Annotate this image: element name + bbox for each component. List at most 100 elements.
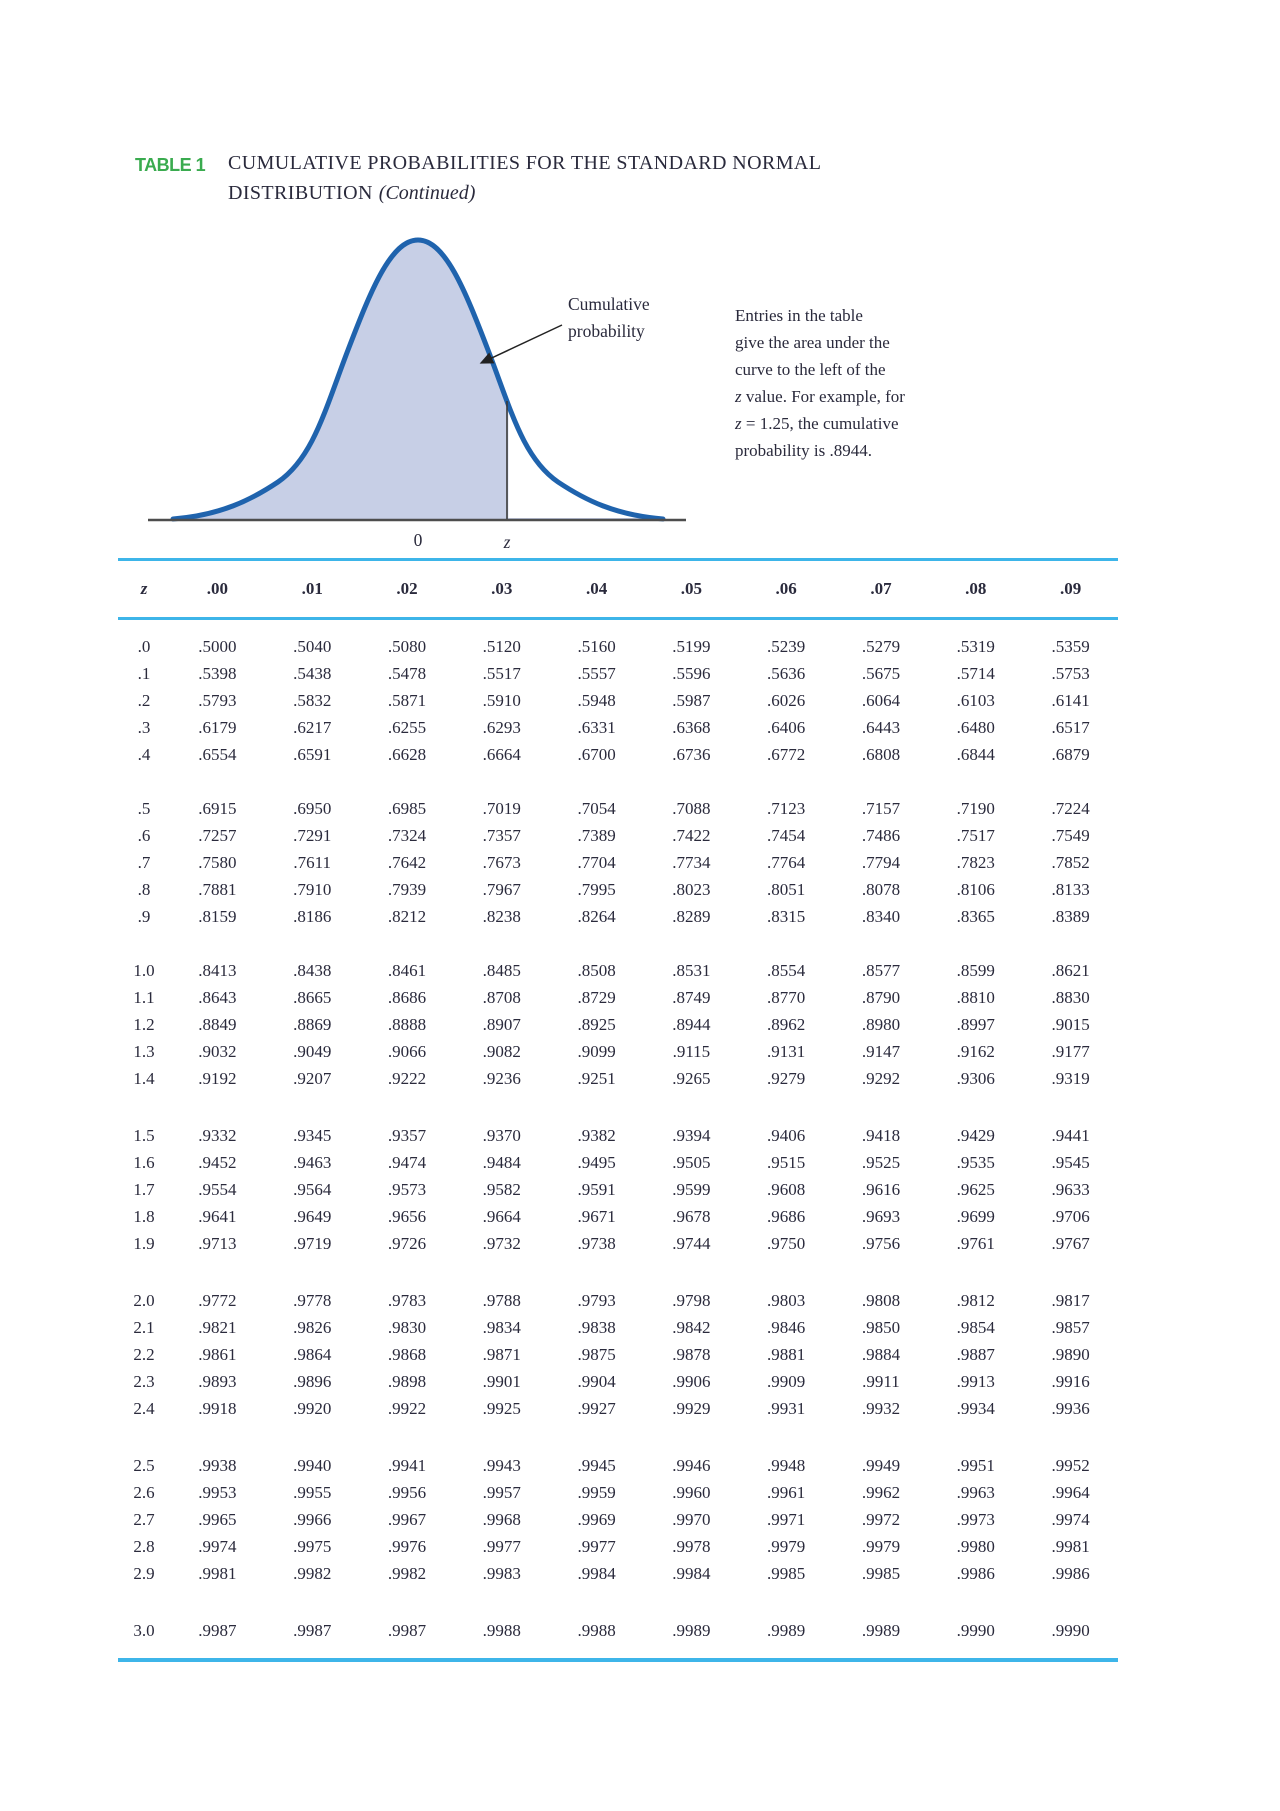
value-cell: .6879 xyxy=(1051,745,1090,764)
value-cell: .9946 xyxy=(672,1456,711,1475)
value-cell: .7324 xyxy=(387,826,427,845)
annotation-line2: probability xyxy=(568,321,645,341)
value-cell: .6591 xyxy=(293,745,332,764)
value-cell: .9951 xyxy=(956,1456,995,1475)
table-row: 3.0 .9987 .9987 .9987 .9988 .9988 .9989 .9989 .9… xyxy=(118,1617,1118,1644)
value-cell: .9292 xyxy=(861,1069,901,1088)
value-cell: .9861 xyxy=(198,1345,237,1364)
value-cell: .5398 xyxy=(198,664,237,683)
value-cell: .9803 xyxy=(767,1291,806,1310)
value-cell: .6443 xyxy=(861,718,901,737)
value-cell: .7088 xyxy=(672,799,711,818)
value-cell: .5948 xyxy=(577,691,616,710)
axis-z-label: z xyxy=(503,532,511,552)
z-cell: 1.1 xyxy=(133,988,155,1007)
value-cell: .9678 xyxy=(672,1207,711,1226)
table-row: 1.3 .9032 .9049 .9066 .9082 .9099 .9115 .9131 .9… xyxy=(118,1038,1118,1065)
table-row: 2.6 .9953 .9955 .9956 .9957 .9959 .9960 .9961 .9… xyxy=(118,1479,1118,1506)
value-cell: .9982 xyxy=(387,1564,427,1583)
value-cell: .9857 xyxy=(1051,1318,1090,1337)
value-cell: .8531 xyxy=(672,961,711,980)
value-cell: .9984 xyxy=(577,1564,616,1583)
value-cell: .9962 xyxy=(861,1483,901,1502)
z-cell: .6 xyxy=(137,826,151,845)
column-header: .00 xyxy=(170,559,265,620)
value-cell: .9955 xyxy=(293,1483,332,1502)
value-cell: .8729 xyxy=(577,988,616,1007)
value-cell: .8907 xyxy=(482,1015,521,1034)
value-cell: .5596 xyxy=(672,664,711,683)
value-cell: .8389 xyxy=(1051,907,1090,926)
value-cell: .9808 xyxy=(861,1291,901,1310)
page-title: CUMULATIVE PROBABILITIES FOR THE STANDAR… xyxy=(228,148,821,208)
value-cell: .5910 xyxy=(482,691,521,710)
z-cell: .8 xyxy=(137,880,151,899)
value-cell: .9987 xyxy=(293,1621,332,1640)
value-cell: .9830 xyxy=(387,1318,427,1337)
value-cell: .8106 xyxy=(956,880,995,899)
value-cell: .9744 xyxy=(672,1234,711,1253)
value-cell: .9985 xyxy=(767,1564,806,1583)
table-row: 2.7 .9965 .9966 .9967 .9968 .9969 .9970 .9971 .9… xyxy=(118,1506,1118,1533)
value-cell: .9968 xyxy=(482,1510,521,1529)
value-cell: .6772 xyxy=(767,745,806,764)
value-cell: .9099 xyxy=(577,1042,616,1061)
table-row: 2.1 .9821 .9826 .9830 .9834 .9838 .9842 .9846 .9… xyxy=(118,1314,1118,1341)
value-cell: .9925 xyxy=(482,1399,521,1418)
value-cell: .7389 xyxy=(577,826,616,845)
value-cell: .8023 xyxy=(672,880,711,899)
value-cell: .9319 xyxy=(1051,1069,1090,1088)
value-cell: .5478 xyxy=(387,664,427,683)
z-cell: .7 xyxy=(137,853,151,872)
value-cell: .9767 xyxy=(1051,1234,1090,1253)
value-cell: .6255 xyxy=(387,718,427,737)
z-cell: 2.3 xyxy=(133,1372,155,1391)
value-cell: .9904 xyxy=(577,1372,616,1391)
value-cell: .9878 xyxy=(672,1345,711,1364)
z-table-body: .0.5000.5040.5080.5120.5160.5199.5239.52… xyxy=(118,619,1118,1661)
block-spacer xyxy=(118,1422,1118,1452)
value-cell: .9913 xyxy=(956,1372,995,1391)
column-header: .09 xyxy=(1023,559,1118,620)
value-cell: .9788 xyxy=(482,1291,521,1310)
title-line2: DISTRIBUTION (Continued) xyxy=(228,182,476,204)
value-cell: .5438 xyxy=(293,664,332,683)
value-cell: .9664 xyxy=(482,1207,521,1226)
value-cell: .7881 xyxy=(198,880,237,899)
table-row: 2.2 .9861 .9864 .9868 .9871 .9875 .9878 .9881 .9… xyxy=(118,1341,1118,1368)
value-cell: .6026 xyxy=(767,691,806,710)
value-cell: .9484 xyxy=(482,1153,521,1172)
value-cell: .9988 xyxy=(577,1621,616,1640)
column-header: .03 xyxy=(454,559,550,620)
z-cell: 2.0 xyxy=(133,1291,155,1310)
value-cell: .9868 xyxy=(387,1345,427,1364)
value-cell: .9929 xyxy=(672,1399,711,1418)
value-cell: .5714 xyxy=(956,664,995,683)
value-cell: .9896 xyxy=(293,1372,332,1391)
value-cell: .9973 xyxy=(956,1510,995,1529)
value-cell: .8554 xyxy=(767,961,806,980)
value-cell: .8078 xyxy=(861,880,901,899)
value-cell: .9418 xyxy=(861,1126,901,1145)
value-cell: .9940 xyxy=(293,1456,332,1475)
z-cell: .4 xyxy=(137,745,151,764)
value-cell: .8461 xyxy=(387,961,427,980)
value-cell: .7486 xyxy=(861,826,901,845)
value-cell: .9817 xyxy=(1051,1291,1090,1310)
value-cell: .7967 xyxy=(482,880,521,899)
value-cell: .8980 xyxy=(861,1015,901,1034)
value-cell: .6179 xyxy=(198,718,237,737)
value-cell: .9918 xyxy=(198,1399,237,1418)
value-cell: .7224 xyxy=(1051,799,1090,818)
value-cell: .7019 xyxy=(482,799,521,818)
table-row: 1.2 .8849 .8869 .8888 .8907 .8925 .8944 .8962 .8… xyxy=(118,1011,1118,1038)
value-cell: .9147 xyxy=(861,1042,901,1061)
table-row: 2.3 .9893 .9896 .9898 .9901 .9904 .9906 .9909 .9… xyxy=(118,1368,1118,1395)
value-cell: .9932 xyxy=(861,1399,901,1418)
z-cell: 1.2 xyxy=(133,1015,155,1034)
value-cell: .5832 xyxy=(293,691,332,710)
value-cell: .9948 xyxy=(767,1456,806,1475)
axis-zero-label: 0 xyxy=(414,530,423,550)
value-cell: .9988 xyxy=(482,1621,521,1640)
value-cell: .9251 xyxy=(577,1069,616,1088)
